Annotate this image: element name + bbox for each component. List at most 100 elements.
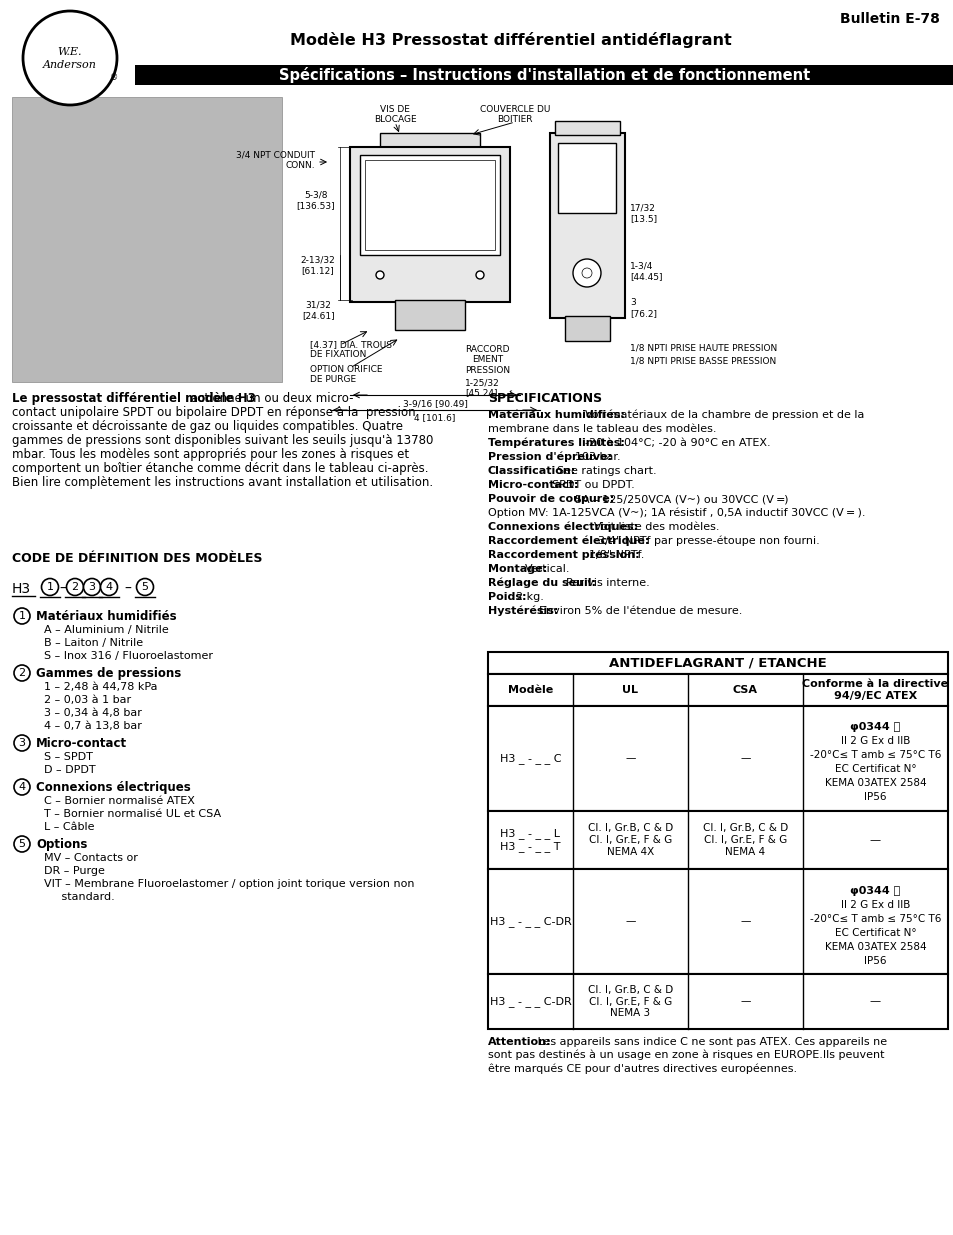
Circle shape [581, 268, 592, 278]
Text: C – Bornier normalisé ATEX: C – Bornier normalisé ATEX [44, 797, 194, 806]
Text: S – Inox 316 / Fluoroelastomer: S – Inox 316 / Fluoroelastomer [44, 651, 213, 661]
Text: Cl. I, Gr.B, C & D
Cl. I, Gr.E, F & G
NEMA 3: Cl. I, Gr.B, C & D Cl. I, Gr.E, F & G NE… [587, 984, 673, 1018]
Text: COUVERCLE DU
BOITIER: COUVERCLE DU BOITIER [479, 105, 550, 125]
Text: Bulletin E-78: Bulletin E-78 [840, 12, 939, 26]
Bar [350, 147, 510, 303]
Text: Réglage du seuil:: Réglage du seuil: [488, 578, 596, 589]
Text: Micro-contact:: Micro-contact: [488, 480, 578, 490]
Text: H3: H3 [12, 582, 31, 597]
Text: See ratings chart.: See ratings chart. [557, 466, 656, 475]
Text: Cl. I, Gr.B, C & D
Cl. I, Gr.E, F & G
NEMA 4: Cl. I, Gr.B, C & D Cl. I, Gr.E, F & G NE… [702, 824, 787, 857]
Text: 3/4" NPTf par presse-étoupe non fourni.: 3/4" NPTf par presse-étoupe non fourni. [598, 536, 820, 547]
Text: Montage:: Montage: [488, 564, 547, 574]
Text: 4: 4 [18, 782, 26, 792]
Text: Bien lire complètement les instructions avant installation et utilisation.: Bien lire complètement les instructions … [12, 475, 433, 489]
Circle shape [14, 836, 30, 852]
Text: KEMA 03ATEX 2584: KEMA 03ATEX 2584 [823, 778, 925, 788]
Text: 4 – 0,7 à 13,8 bar: 4 – 0,7 à 13,8 bar [44, 721, 142, 731]
Text: 17/32
[13.5]: 17/32 [13.5] [629, 204, 657, 222]
Bar [359, 156, 499, 254]
Text: II 2 G Ex d IIB: II 2 G Ex d IIB [840, 899, 909, 909]
Text: Raccordement pression:: Raccordement pression: [488, 550, 639, 559]
Bar [488, 811, 947, 869]
Text: Environ 5% de l'étendue de mesure.: Environ 5% de l'étendue de mesure. [538, 606, 741, 616]
Text: 5: 5 [18, 839, 26, 848]
Bar [12, 98, 282, 382]
Text: membrane dans le tableau des modèles.: membrane dans le tableau des modèles. [488, 424, 716, 433]
Text: 3/4 NPT CONDUIT
CONN.: 3/4 NPT CONDUIT CONN. [235, 151, 314, 169]
Text: 3: 3 [18, 739, 26, 748]
Text: Spécifications – Instructions d'installation et de fonctionnement: Spécifications – Instructions d'installa… [279, 67, 810, 83]
Bar [395, 300, 464, 330]
Text: Modèle: Modèle [507, 685, 553, 695]
Text: 4: 4 [106, 582, 112, 592]
Text: standard.: standard. [44, 892, 114, 902]
Text: 31/32
[24.61]: 31/32 [24.61] [302, 300, 335, 320]
Text: φ0344 Ⓔ: φ0344 Ⓔ [849, 885, 900, 895]
Text: T – Bornier normalisé UL et CSA: T – Bornier normalisé UL et CSA [44, 809, 221, 819]
Circle shape [67, 578, 84, 595]
Text: —: — [740, 753, 750, 763]
Text: —: — [740, 997, 750, 1007]
Text: Voir matériaux de la chambre de pression et de la: Voir matériaux de la chambre de pression… [584, 410, 863, 420]
Text: EC Certificat N°: EC Certificat N° [834, 927, 915, 937]
Text: Option MV: 1A-125VCA (V~); 1A résistif , 0,5A inductif 30VCC (V ═ ).: Option MV: 1A-125VCA (V~); 1A résistif ,… [488, 508, 864, 519]
Text: Classification:: Classification: [488, 466, 576, 475]
Bar [488, 674, 947, 706]
Text: comportent un boîtier étanche comme décrit dans le tableau ci-après.: comportent un boîtier étanche comme décr… [12, 462, 428, 475]
Text: 3 – 0,34 à 4,8 bar: 3 – 0,34 à 4,8 bar [44, 708, 142, 718]
Text: 3
[76.2]: 3 [76.2] [629, 299, 657, 317]
Text: VIS DE
BLOCAGE: VIS DE BLOCAGE [374, 105, 416, 125]
Text: 1/8" NPTf.: 1/8" NPTf. [589, 550, 644, 559]
Text: Connexions électriques:: Connexions électriques: [488, 522, 638, 532]
Text: 5-3/8
[136.53]: 5-3/8 [136.53] [296, 190, 335, 210]
Text: S – SPDT: S – SPDT [44, 752, 92, 762]
Text: VIT – Membrane Fluoroelastomer / option joint torique version non: VIT – Membrane Fluoroelastomer / option … [44, 879, 414, 889]
Text: actionne un ou deux micro-: actionne un ou deux micro- [187, 391, 353, 405]
Text: contact unipolaire SPDT ou bipolaire DPDT en réponse à la  pression: contact unipolaire SPDT ou bipolaire DPD… [12, 406, 416, 419]
Bar [564, 316, 609, 341]
Text: II 2 G Ex d IIB: II 2 G Ex d IIB [840, 736, 909, 746]
Text: —: — [869, 997, 881, 1007]
Text: Anderson: Anderson [43, 61, 97, 70]
Text: SPDT ou DPDT.: SPDT ou DPDT. [552, 480, 635, 490]
Text: être marqués CE pour d'autres directives européennes.: être marqués CE pour d'autres directives… [488, 1063, 797, 1073]
Text: Le pressostat différentiel modèle H3: Le pressostat différentiel modèle H3 [12, 391, 255, 405]
Text: Poids:: Poids: [488, 592, 526, 601]
Text: 3: 3 [89, 582, 95, 592]
Text: —: — [624, 916, 635, 926]
Text: Modèle H3 Pressostat différentiel antidéflagrant: Modèle H3 Pressostat différentiel antidé… [290, 32, 731, 48]
Text: DR – Purge: DR – Purge [44, 866, 105, 876]
Text: CODE DE DÉFINITION DES MODÈLES: CODE DE DÉFINITION DES MODÈLES [12, 552, 262, 564]
Text: RACCORD
EMENT
PRESSION: RACCORD EMENT PRESSION [464, 345, 510, 374]
Text: ANTIDEFLAGRANT / ETANCHE: ANTIDEFLAGRANT / ETANCHE [608, 657, 826, 669]
Text: 103 bar.: 103 bar. [575, 452, 620, 462]
Text: –: – [59, 582, 67, 597]
Bar [379, 133, 479, 148]
Text: 1-3/4
[44.45]: 1-3/4 [44.45] [629, 262, 661, 280]
Text: 5A – 125/250VCA (V~) ou 30VCC (V ═): 5A – 125/250VCA (V~) ou 30VCC (V ═) [575, 494, 788, 504]
Text: 3-9/16 [90.49]: 3-9/16 [90.49] [402, 399, 467, 408]
Text: Par vis interne.: Par vis interne. [566, 578, 649, 588]
Text: Micro-contact: Micro-contact [36, 737, 127, 750]
Text: 1/8 NPTI PRISE BASSE PRESSION: 1/8 NPTI PRISE BASSE PRESSION [629, 357, 776, 366]
Circle shape [14, 608, 30, 624]
Text: Pouvoir de coupure:: Pouvoir de coupure: [488, 494, 614, 504]
Text: Options: Options [36, 839, 88, 851]
Text: 2-13/32
[61.12]: 2-13/32 [61.12] [300, 256, 335, 274]
Circle shape [100, 578, 117, 595]
Circle shape [573, 259, 600, 287]
Text: Gammes de pressions: Gammes de pressions [36, 667, 181, 680]
Bar [365, 161, 495, 249]
Text: 2 kg.: 2 kg. [515, 592, 543, 601]
Circle shape [84, 578, 100, 595]
Bar [488, 869, 947, 974]
Text: EC Certificat N°: EC Certificat N° [834, 764, 915, 774]
Text: —: — [624, 753, 635, 763]
Text: sont pas destinés à un usage en zone à risques en EUROPE.Ils peuvent: sont pas destinés à un usage en zone à r… [488, 1050, 883, 1061]
Text: -20°C≤ T amb ≤ 75°C T6: -20°C≤ T amb ≤ 75°C T6 [809, 751, 941, 761]
Text: Les appareils sans indice C ne sont pas ATEX. Ces appareils ne: Les appareils sans indice C ne sont pas … [534, 1037, 886, 1047]
Text: –: – [125, 582, 132, 597]
Text: —: — [869, 835, 881, 845]
Text: 2: 2 [71, 582, 78, 592]
